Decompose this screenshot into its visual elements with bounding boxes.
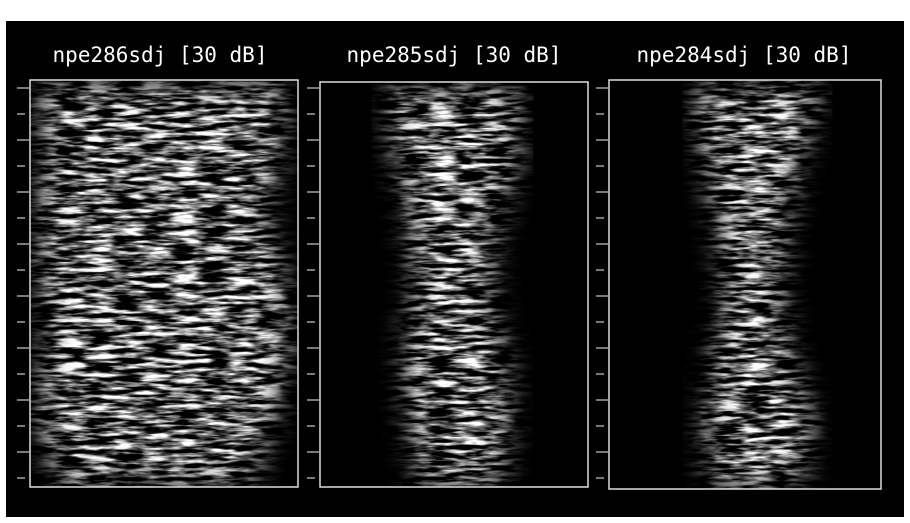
frame <box>29 79 299 488</box>
image <box>609 80 881 489</box>
panel: npe285sdj [30 dB] <box>307 43 589 488</box>
panel-title: npe286sdj [30 dB] <box>53 43 268 67</box>
frame <box>608 79 882 490</box>
panel-title: npe284sdj [30 dB] <box>637 43 852 67</box>
image <box>30 80 298 487</box>
frame <box>319 81 589 488</box>
image <box>320 82 588 487</box>
panel: npe284sdj [30 dB] <box>596 43 882 490</box>
panel: npe286sdj [30 dB] <box>17 43 299 488</box>
panel-title: npe285sdj [30 dB] <box>347 43 562 67</box>
